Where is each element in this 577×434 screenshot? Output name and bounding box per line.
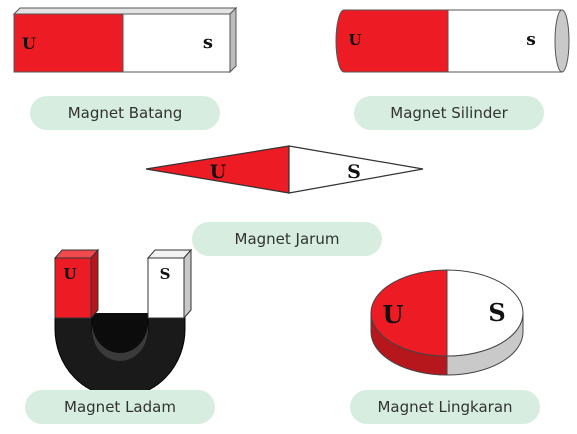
cylinder-magnet-label-text: Magnet Silinder bbox=[390, 104, 508, 122]
horseshoe-north-pole-label: U bbox=[63, 265, 76, 283]
bar-south-pole-label: s bbox=[203, 32, 213, 53]
horseshoe-magnet-label-text: Magnet Ladam bbox=[64, 398, 176, 416]
horseshoe-north-arm-side bbox=[90, 248, 99, 320]
bar-magnet-north-half bbox=[13, 13, 124, 73]
bar-magnet-label: Magnet Batang bbox=[30, 96, 220, 130]
cylinder-magnet: U s bbox=[335, 9, 570, 73]
disc-south-pole-label: S bbox=[488, 298, 505, 327]
disc-magnet: U S bbox=[370, 269, 524, 376]
cylinder-south-half bbox=[447, 9, 563, 73]
cylinder-magnet-label: Magnet Silinder bbox=[354, 96, 544, 130]
disc-magnet-label: Magnet Lingkaran bbox=[350, 390, 540, 424]
cylinder-north-half bbox=[335, 9, 449, 73]
needle-magnet: U S bbox=[145, 145, 424, 194]
bar-magnet-south-half bbox=[122, 13, 231, 73]
bar-magnet: U s bbox=[12, 6, 238, 74]
needle-south-pole-label: S bbox=[347, 161, 361, 183]
horseshoe-south-pole-label: S bbox=[160, 265, 171, 283]
horseshoe-inner-shade bbox=[92, 322, 148, 361]
disc-north-face bbox=[370, 269, 448, 357]
cylinder-end-face bbox=[554, 9, 570, 73]
horseshoe-north-arm-front bbox=[54, 257, 92, 319]
bar-magnet-label-text: Magnet Batang bbox=[67, 104, 183, 122]
needle-magnet-label-text: Magnet Jarum bbox=[234, 230, 340, 248]
bar-magnet-top-face bbox=[12, 7, 238, 15]
needle-magnet-label: Magnet Jarum bbox=[192, 222, 382, 256]
disc-north-pole-label: U bbox=[383, 300, 404, 329]
needle-north-pole-label: U bbox=[210, 161, 227, 183]
horseshoe-south-arm-front bbox=[147, 257, 185, 319]
horseshoe-magnet-label: Magnet Ladam bbox=[25, 390, 215, 424]
cylinder-north-pole-label: U bbox=[348, 31, 361, 49]
disc-south-face bbox=[446, 269, 524, 357]
horseshoe-south-arm-side bbox=[183, 248, 192, 320]
horseshoe-magnet: U S bbox=[53, 248, 193, 398]
needle-south-half bbox=[288, 145, 424, 194]
cylinder-south-pole-label: s bbox=[526, 30, 536, 50]
disc-magnet-label-text: Magnet Lingkaran bbox=[377, 398, 513, 416]
bar-north-pole-label: U bbox=[22, 34, 36, 53]
bar-magnet-side-face bbox=[229, 6, 237, 74]
